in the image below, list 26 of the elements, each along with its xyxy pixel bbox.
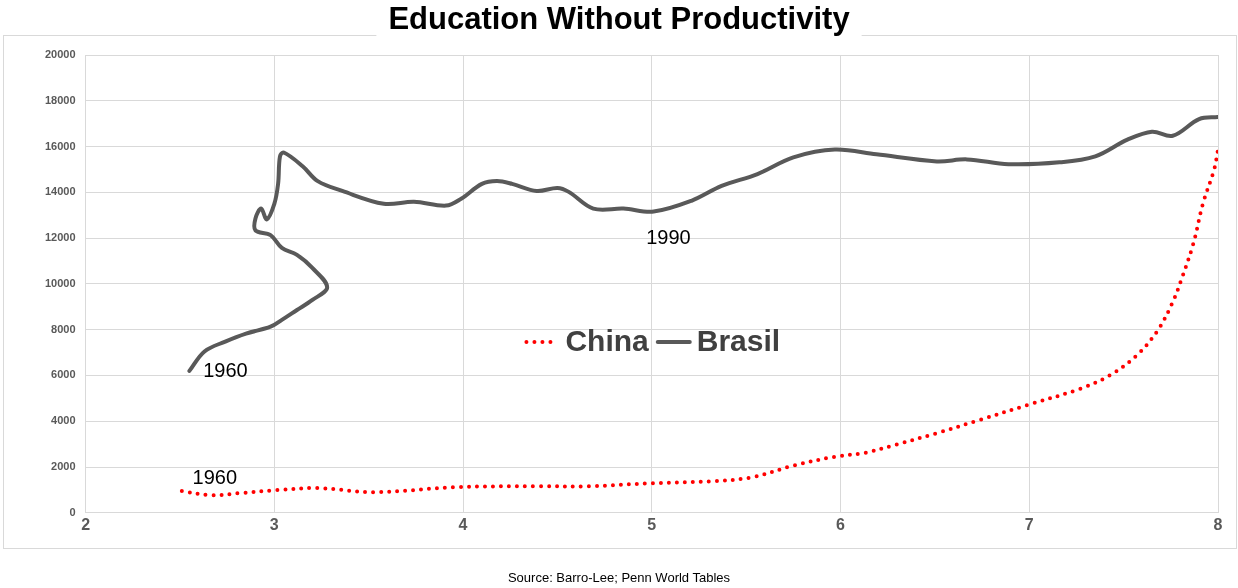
y-tick-label: 8000 (51, 322, 76, 335)
source-note: Source: Barro-Lee; Penn World Tables (507, 569, 731, 585)
y-tick-label: 12000 (44, 231, 76, 244)
y-tick-label: 20000 (44, 48, 76, 61)
y-tick-label: 16000 (44, 139, 76, 152)
annotation: 1960 (192, 465, 238, 488)
y-tick-label: 4000 (51, 414, 76, 427)
y-tick-label: 14000 (44, 185, 76, 198)
x-tick-label: 4 (458, 515, 468, 533)
x-tick-label: 3 (269, 515, 279, 533)
x-tick-label: 6 (836, 515, 846, 533)
annotation: 1960 (203, 359, 248, 382)
x-tick-label: 5 (647, 515, 657, 533)
y-tick-label: 6000 (51, 368, 76, 381)
x-tick-label: 2 (81, 515, 91, 533)
y-tick-label: 0 (69, 505, 76, 518)
legend-label: Brasil (696, 324, 781, 358)
line-series (179, 147, 1218, 498)
chart-title: Education Without Productivity (388, 0, 851, 36)
annotation: 1990 (646, 226, 691, 249)
legend-label: China (565, 324, 650, 358)
x-tick-label: 8 (1213, 515, 1223, 533)
x-tick-label: 7 (1024, 515, 1034, 533)
y-tick-label: 18000 (44, 93, 76, 106)
y-tick-label: 10000 (44, 276, 76, 289)
y-tick-label: 2000 (51, 460, 76, 473)
